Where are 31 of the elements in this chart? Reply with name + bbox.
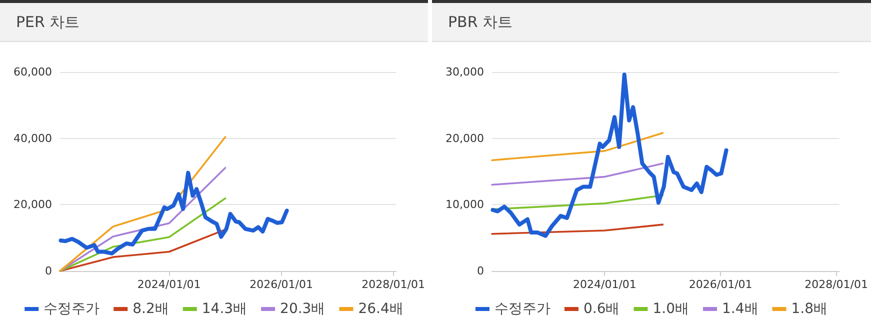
chart-title: PER 차트 [0, 3, 428, 42]
line-series [59, 166, 226, 272]
legend-label: 1.4배 [722, 301, 758, 317]
y-tick-label: 20,000 [14, 198, 52, 212]
y-tick-label: 0 [477, 264, 484, 278]
x-tick-label: 2026/01/01 [688, 278, 752, 291]
chart-title: PBR 차트 [432, 3, 871, 42]
y-tick-label: 60,000 [14, 66, 52, 78]
legend-label: 수정주가 [494, 301, 550, 317]
line-series [59, 197, 226, 272]
y-tick-label: 30,000 [446, 66, 484, 78]
y-tick-label: 10,000 [446, 198, 484, 212]
y-tick-label: 20,000 [446, 132, 484, 145]
x-tick-label: 2026/01/01 [250, 278, 313, 291]
legend-label: 26.4배 [358, 301, 404, 317]
legend-label: 20.3배 [280, 301, 326, 317]
legend-label: 14.3배 [202, 301, 248, 317]
line-series [58, 170, 289, 256]
legend-label: 1.0배 [652, 301, 689, 317]
x-tick-label: 2024/01/01 [137, 278, 201, 291]
legend-label: 8.2배 [132, 301, 169, 317]
legend-label: 0.6배 [583, 301, 620, 317]
y-tick-label: 0 [45, 264, 52, 278]
legend-label: 1.8배 [791, 301, 828, 317]
x-tick-label: 2028/01/01 [362, 278, 426, 291]
x-tick-label: 2024/01/01 [573, 278, 636, 291]
legend-label: 수정주가 [44, 301, 100, 317]
x-tick-label: 2028/01/01 [804, 278, 868, 291]
y-tick-label: 40,000 [14, 132, 52, 145]
line-series [59, 228, 226, 272]
line-series [490, 72, 728, 238]
